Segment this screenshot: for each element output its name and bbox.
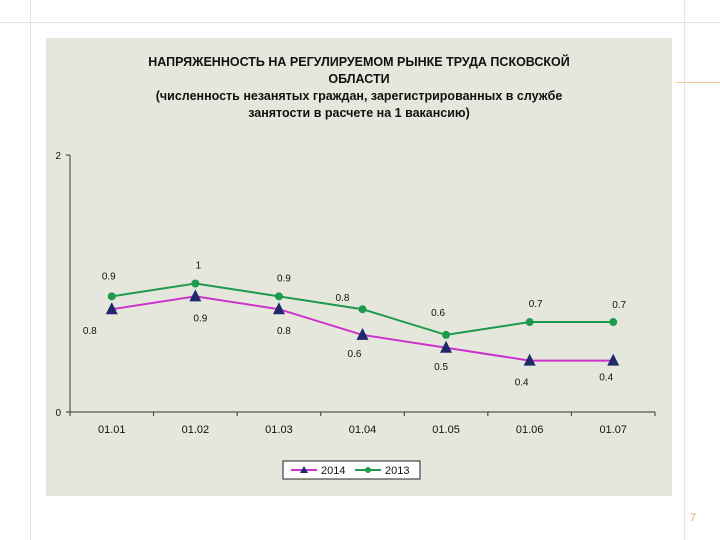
frame-line-top [0,22,720,23]
chart-title: НАПРЯЖЕННОСТЬ НА РЕГУЛИРУЕМОМ РЫНКЕ ТРУД… [46,54,672,122]
data-point-2014 [523,353,536,366]
data-point-2014 [189,289,202,302]
data-label-2014: 0.8 [83,326,97,337]
page-number: 7 [690,512,697,524]
data-label-2014: 0.4 [599,373,613,384]
x-tick-label: 01.01 [98,424,126,436]
frame-line-right [684,0,685,540]
accent-line-right [676,82,720,83]
x-tick-label: 01.02 [182,424,210,436]
data-point-2013 [107,292,116,301]
data-point-2014 [440,340,453,353]
subtitle-line-1: (численность незанятых граждан, зарегист… [155,89,563,103]
data-label-2014: 0.9 [193,313,207,324]
data-label-2014: 0.6 [348,349,362,360]
data-point-2014 [356,327,369,340]
data-label-2013: 0.7 [612,300,626,311]
data-point-2013 [274,292,283,301]
data-point-2014 [272,302,285,315]
data-label-2013: 0.6 [431,308,445,319]
data-point-2013 [609,318,618,327]
data-label-2013: 0.8 [336,293,350,304]
subtitle-line-2: занятости в расчете на 1 вакансию) [248,106,470,120]
chart-panel [46,38,672,496]
data-point-2013 [191,279,200,288]
x-tick-label: 01.06 [516,424,544,436]
legend-marker-2013 [365,467,371,473]
y-tick-label: 2 [55,151,61,162]
data-label-2014: 0.8 [277,326,291,337]
data-label-2014: 0.5 [434,362,448,373]
frame-line-left [30,0,31,540]
legend-label-2014: 2014 [321,465,345,477]
data-point-2014 [105,302,118,315]
y-tick-label: 0 [55,408,61,419]
data-point-2013 [358,305,367,314]
legend-box [282,460,421,480]
data-label-2013: 0.9 [277,273,291,284]
title-line-1: НАПРЯЖЕННОСТЬ НА РЕГУЛИРУЕМОМ РЫНКЕ ТРУД… [148,55,570,69]
x-tick-label: 01.04 [349,424,377,436]
data-label-2013: 0.7 [529,299,543,310]
x-tick-label: 01.03 [265,424,293,436]
title-line-2: ОБЛАСТИ [328,72,390,86]
data-point-2013 [525,318,534,327]
legend-marker-2014 [300,466,308,473]
data-label-2013: 1 [196,261,202,272]
data-point-2014 [607,353,620,366]
data-label-2013: 0.9 [102,271,116,282]
x-tick-label: 01.05 [432,424,460,436]
legend-label-2013: 2013 [385,465,409,477]
data-label-2014: 0.4 [515,378,529,389]
x-tick-label: 01.07 [599,424,627,436]
data-point-2013 [442,330,451,339]
